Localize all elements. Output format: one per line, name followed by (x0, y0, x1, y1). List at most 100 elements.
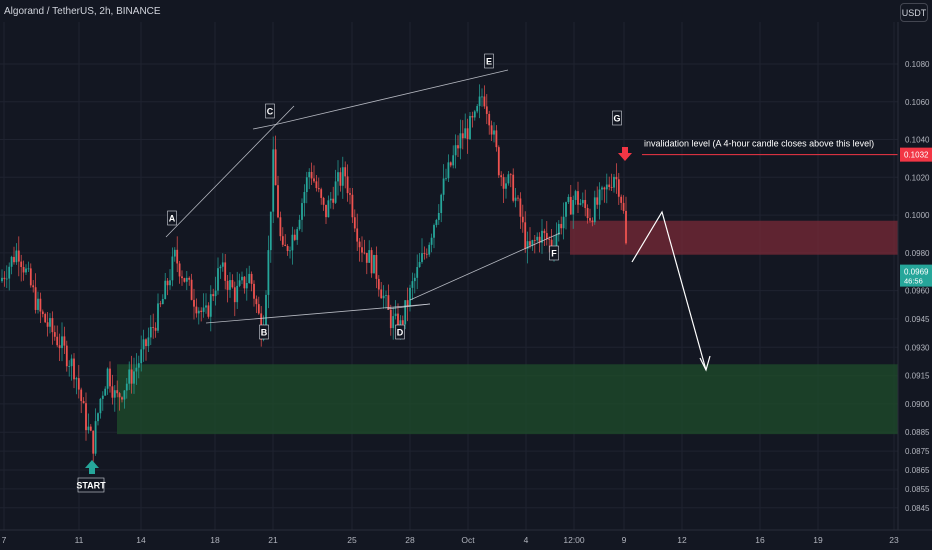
projection-path[interactable] (631, 210, 707, 371)
candle-body (478, 96, 481, 107)
candle-body (15, 250, 18, 263)
candle-body (22, 266, 25, 273)
candle-body (164, 280, 167, 299)
candle-body (363, 252, 366, 254)
point-label-start[interactable]: START (76, 477, 106, 493)
candle-body (567, 196, 570, 203)
candle-body (385, 295, 387, 296)
candle-body (185, 277, 188, 282)
candle-body (557, 223, 560, 235)
candle-body (517, 197, 519, 199)
candle-body (241, 276, 243, 281)
candle-body (301, 203, 303, 220)
candle-body (481, 96, 483, 98)
badge-text: 0.1032 (904, 151, 929, 160)
candle-body (440, 194, 443, 213)
label-box (612, 110, 622, 126)
candle-body (217, 268, 219, 291)
candle-body (80, 389, 83, 402)
candle-body (51, 318, 54, 333)
candle-body (497, 147, 500, 176)
candle-body (428, 244, 431, 255)
candle-body (437, 212, 440, 220)
candle-body (3, 277, 6, 280)
x-tick-label: 25 (347, 535, 357, 545)
candle-body (605, 184, 608, 190)
y-tick-label: 0.0945 (905, 315, 930, 324)
pattern-trendline[interactable] (252, 123, 279, 130)
candle-body (243, 276, 246, 289)
point-label-b[interactable]: B (259, 324, 269, 340)
point-label-a[interactable]: A (167, 210, 177, 226)
candle-body (281, 236, 284, 245)
candle-body (46, 322, 49, 327)
label-text: C (267, 107, 274, 117)
label-text: G (613, 114, 620, 124)
candle-body (75, 378, 78, 380)
candle-body (236, 285, 239, 303)
candle-body (533, 240, 536, 241)
candle-body (435, 219, 438, 226)
candle-body (61, 336, 63, 349)
currency-button[interactable]: USDT (900, 3, 928, 22)
candle-body (1, 277, 3, 282)
candle-body (53, 332, 56, 337)
candle-body (274, 149, 277, 186)
candle-body (593, 197, 596, 223)
candle-body (514, 197, 517, 201)
point-label-g[interactable]: G (612, 110, 622, 126)
candle-body (49, 318, 51, 327)
candle-body (5, 278, 8, 280)
candle-body (65, 345, 68, 367)
candle-body (610, 186, 613, 188)
x-tick-label: 12:00 (563, 535, 585, 545)
label-text: F (551, 249, 557, 259)
x-tick-label: 21 (268, 535, 278, 545)
point-label-c[interactable]: C (265, 103, 275, 119)
candle-body (332, 198, 335, 203)
candle-body (500, 175, 503, 178)
candle-body (140, 349, 143, 364)
candle-body (555, 234, 558, 248)
pattern-trendline[interactable] (205, 303, 431, 324)
x-tick-label: Oct (461, 535, 475, 545)
label-box (265, 103, 275, 119)
candle-body (245, 283, 248, 289)
x-tick-label: 23 (889, 535, 899, 545)
candle-body (20, 261, 23, 267)
candle-body (63, 336, 66, 346)
x-tick-label: 18 (210, 535, 220, 545)
pattern-trendline[interactable] (386, 303, 431, 310)
candle-body (382, 295, 385, 299)
candle-body (457, 145, 459, 149)
demand-zone (117, 364, 898, 435)
point-label-d[interactable]: D (395, 324, 405, 340)
label-box (167, 210, 177, 226)
candle-body (68, 366, 71, 367)
candle-body (560, 223, 563, 229)
candle-body (13, 256, 15, 263)
label-text: START (76, 481, 106, 491)
candle-body (550, 239, 553, 248)
candle-body (322, 197, 325, 205)
candle-body (512, 174, 515, 201)
point-label-f[interactable]: F (549, 245, 559, 261)
y-tick-label: 0.0885 (905, 428, 930, 437)
candle-body (111, 386, 114, 398)
candle-body (169, 280, 171, 286)
candle-body (389, 309, 392, 329)
point-label-e[interactable]: E (484, 53, 494, 69)
candle-body (255, 298, 258, 305)
pattern-trendline[interactable] (277, 69, 509, 125)
candle-body (248, 273, 251, 284)
candle-body (329, 198, 332, 201)
candle-body (193, 299, 195, 307)
pattern-trendline[interactable] (165, 105, 295, 238)
pattern-trendline[interactable] (409, 232, 561, 301)
candle-body (598, 189, 601, 205)
candle-body (94, 421, 97, 454)
candle-body (485, 106, 488, 114)
y-tick-label: 0.0855 (905, 485, 930, 494)
